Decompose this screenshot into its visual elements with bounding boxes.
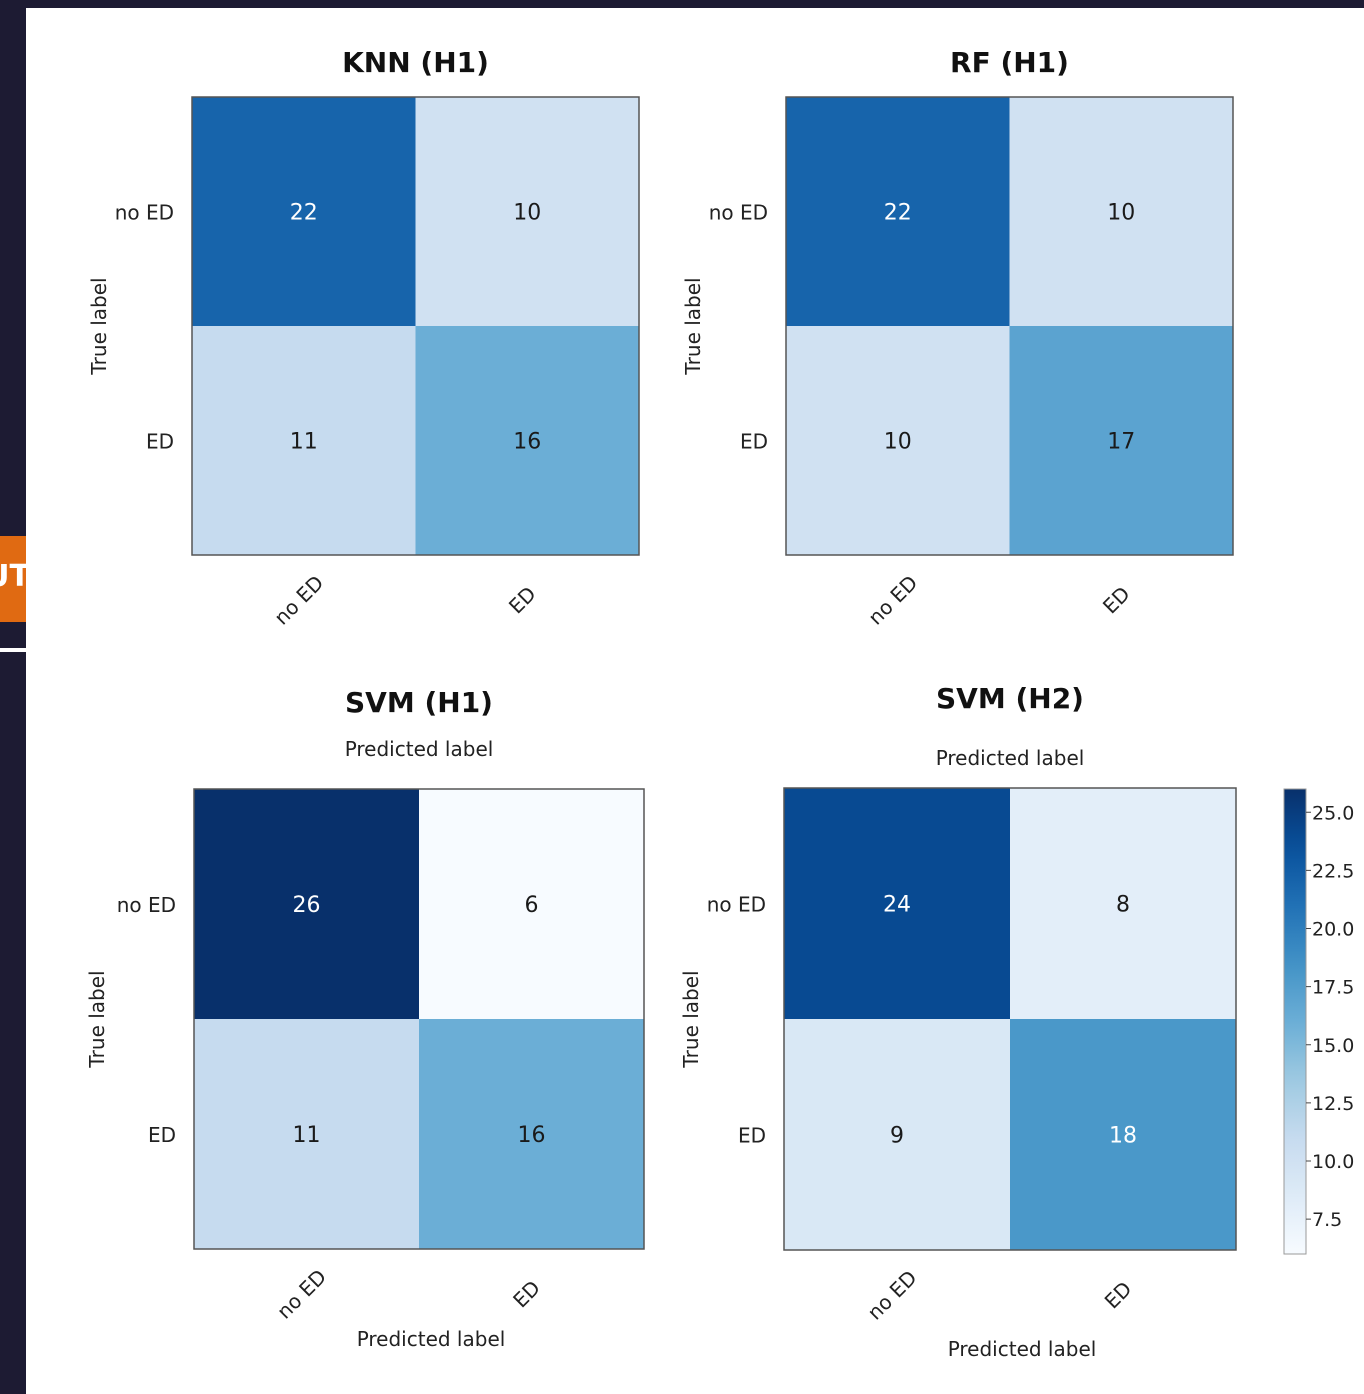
x-tick-label: ED [1098, 582, 1135, 619]
matrix-frame [785, 96, 1234, 556]
matrix-cell [786, 97, 1010, 326]
colorbar-tick-label: 7.5 [1312, 1209, 1342, 1231]
y-tick-label: ED [148, 1123, 176, 1147]
y-tick-label: ED [738, 1124, 766, 1148]
matrix-cell [415, 326, 639, 555]
colorbar-tick-label: 10.0 [1312, 1151, 1354, 1173]
x-tick-label: ED [1100, 1277, 1137, 1314]
x-axis-label: Predicted label [357, 1327, 506, 1351]
colorbar-tick-label: 22.5 [1312, 860, 1354, 882]
cell-value: 11 [290, 430, 318, 455]
chart-title: RF (H1) [950, 46, 1069, 79]
colorbar-tick-label: 12.5 [1312, 1093, 1354, 1115]
cell-value: 10 [884, 430, 912, 455]
cell-value: 9 [890, 1124, 904, 1149]
chart-title: SVM (H2) [936, 682, 1084, 715]
matrix-cell [419, 1019, 644, 1249]
cell-value: 26 [293, 893, 321, 918]
cell-value: 10 [513, 201, 541, 226]
cell-value: 6 [525, 893, 539, 918]
matrix-cell [784, 1019, 1010, 1250]
y-tick-label: no ED [707, 893, 766, 917]
matrix-cell [419, 789, 644, 1019]
cell-value: 22 [290, 201, 318, 226]
figure-panel: 22 10 11 16 KNN (H1) no ED ED no ED ED True label… [26, 8, 1364, 1394]
y-tick-label: no ED [115, 201, 174, 225]
colorbar-tick-label: 25.0 [1312, 802, 1354, 824]
y-axis-label: True label [87, 277, 111, 375]
x-tick-label: ED [504, 582, 541, 619]
chart-title: KNN (H1) [342, 46, 489, 79]
matrix-cell [786, 326, 1010, 555]
matrix-cell [194, 1019, 419, 1249]
cell-value: 16 [513, 430, 541, 455]
matrix-cell [1009, 97, 1233, 326]
x-tick-label: no ED [863, 571, 922, 630]
cell-value: 8 [1116, 893, 1130, 918]
cell-value: 16 [518, 1123, 546, 1148]
y-axis-label: True label [681, 277, 705, 375]
matrix-cell [1009, 326, 1233, 555]
cell-value: 17 [1107, 430, 1135, 455]
matrix-cell [192, 326, 416, 555]
side-tab[interactable]: UT [0, 536, 26, 622]
cell-value: 22 [884, 201, 912, 226]
y-axis-label: True label [85, 970, 109, 1068]
matrix-frame [191, 96, 640, 556]
y-tick-label: ED [146, 430, 174, 454]
confusion-matrix-figure: 22 10 11 16 KNN (H1) no ED ED no ED ED True label… [85, 46, 1354, 1361]
matrix-cell [1010, 788, 1236, 1019]
matrix-cell [1010, 1019, 1236, 1250]
matrix-cell [415, 97, 639, 326]
x-tick-label: no ED [269, 571, 328, 630]
colorbar-tick-label: 15.0 [1312, 1035, 1354, 1057]
y-axis-label: True label [679, 970, 703, 1068]
side-tab-label: UT [0, 559, 26, 594]
matrix-frame [783, 787, 1237, 1251]
matrix-cell [192, 97, 416, 326]
side-divider [0, 648, 26, 652]
chart-title: SVM (H1) [345, 686, 493, 719]
cell-value: 10 [1107, 201, 1135, 226]
x-tick-label: no ED [272, 1265, 331, 1324]
y-tick-label: no ED [117, 893, 176, 917]
y-tick-label: no ED [709, 201, 768, 225]
y-tick-label: ED [740, 430, 768, 454]
colorbar-tick-label: 20.0 [1312, 919, 1354, 941]
colorbar-tick-label: 17.5 [1312, 977, 1354, 999]
x-axis-label: Predicted label [948, 1337, 1097, 1361]
matrix-frame [193, 788, 645, 1250]
x-axis-top-label: Predicted label [936, 746, 1085, 770]
matrix-cell [194, 789, 419, 1019]
cell-value: 18 [1109, 1124, 1137, 1149]
cell-value: 11 [293, 1123, 321, 1148]
x-axis-top-label: Predicted label [345, 737, 494, 761]
matrix-cell [784, 788, 1010, 1019]
cell-value: 24 [883, 893, 911, 918]
x-tick-label: no ED [863, 1266, 922, 1325]
x-tick-label: ED [508, 1276, 545, 1313]
colorbar [1283, 788, 1307, 1255]
